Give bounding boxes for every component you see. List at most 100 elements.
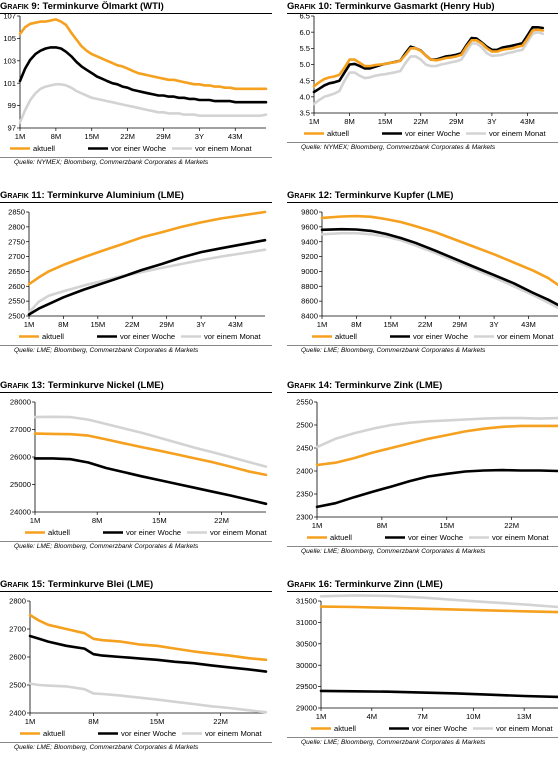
y-tick-label: 8800: [301, 282, 318, 291]
chart-title: Grafik 15: Terminkurve Blei (LME): [0, 578, 272, 591]
x-tick-label: 22M: [214, 516, 229, 525]
x-tick-label: 1M: [25, 717, 36, 726]
y-tick-label: 2350: [296, 490, 313, 499]
source-rule: [0, 742, 272, 743]
x-tick-label: 8M: [88, 717, 99, 726]
source-note: Quelle: LME; Bloomberg, Commerzbank Corp…: [301, 739, 486, 746]
x-tick-label: 29M: [156, 132, 171, 141]
x-tick-label: 15M: [383, 320, 398, 329]
y-tick-label: 2450: [296, 444, 313, 453]
chart-title: Grafik 10: Terminkurve Gasmarkt (Henry H…: [287, 0, 558, 13]
series-line-month: [320, 231, 558, 310]
chart-number: Grafik 15:: [0, 579, 46, 590]
legend-item-current: aktuell: [10, 144, 55, 153]
x-tick-label: 8M: [51, 132, 62, 141]
y-tick-label: 2500: [8, 312, 25, 321]
x-tick-label: 1M: [316, 712, 327, 721]
series-line-month: [28, 682, 268, 714]
series-line-month: [315, 416, 558, 449]
y-tick-label: 5.5: [299, 44, 310, 53]
series-line-current: [33, 432, 268, 477]
source-rule: [0, 541, 272, 542]
x-tick-label: 3Y: [487, 117, 496, 126]
legend-label: vor einem Monat: [489, 129, 546, 138]
y-tick-label: 2500: [296, 421, 313, 430]
chart-title: Grafik 12: Terminkurve Kupfer (LME): [287, 189, 558, 202]
series-line-week: [28, 634, 268, 673]
legend-label: vor einer Woche: [412, 724, 467, 733]
x-tick-label: 29M: [159, 320, 174, 329]
x-tick-label: 22M: [125, 320, 140, 329]
y-tick-label: 99: [8, 101, 16, 110]
chart-panel: Grafik 16: Terminkurve Zinn (LME) 29000 29…: [287, 578, 558, 760]
chart-panel: Grafik 14: Terminkurve Zink (LME) 2300 235…: [287, 379, 558, 561]
title-rule: [0, 392, 272, 393]
legend-label: aktuell: [43, 729, 65, 738]
chart-panel: Grafik 9: Terminkurve Ölmarkt (WTI) 97 99 1…: [0, 0, 272, 182]
chart-title-text: Terminkurve Kupfer (LME): [334, 190, 454, 201]
y-tick-label: 31000: [296, 618, 317, 627]
legend-item-current: aktuell: [19, 332, 64, 341]
source-note: Quelle: NYMEX; Bloomberg, Commerzbank Co…: [14, 159, 209, 166]
y-tick-label: 2550: [8, 297, 25, 306]
x-tick-label: 1M: [15, 132, 26, 141]
y-tick-label: 29500: [296, 682, 317, 691]
legend-item-month: vor einem Monat: [474, 332, 554, 341]
legend-label: vor einer Woche: [408, 533, 463, 542]
source-rule: [287, 546, 558, 547]
legend-label: vor einer Woche: [111, 144, 166, 153]
y-tick-label: 103: [3, 56, 16, 65]
legend-label: vor einer Woche: [413, 332, 468, 341]
y-tick-label: 5.0: [299, 60, 310, 69]
legend-item-week: vor einer Woche: [385, 533, 463, 542]
x-tick-label: 22M: [413, 117, 428, 126]
series-line-week: [27, 238, 267, 316]
y-tick-label: 2300: [296, 513, 313, 522]
series-line-week: [315, 468, 558, 509]
legend-label: aktuell: [33, 144, 55, 153]
legend-item-current: aktuell: [312, 332, 357, 341]
series-line-current: [319, 605, 558, 614]
legend-label: vor einem Monat: [210, 528, 267, 537]
y-tick-label: 30500: [296, 639, 317, 648]
chart-title: Grafik 13: Terminkurve Nickel (LME): [0, 379, 272, 392]
chart-title-text: Terminkurve Ölmarkt (WTI): [42, 1, 164, 12]
legend-item-current: aktuell: [307, 533, 352, 542]
legend-label: vor einem Monat: [496, 724, 553, 733]
legend-label: vor einem Monat: [492, 533, 549, 542]
y-tick-label: 25000: [10, 480, 31, 489]
source-rule: [287, 142, 558, 143]
series-line-week: [320, 227, 558, 307]
x-tick-label: 43M: [521, 320, 536, 329]
title-rule: [287, 13, 558, 14]
legend-item-month: vor einem Monat: [172, 144, 252, 153]
x-tick-label: 8M: [377, 521, 388, 530]
chart-panel: Grafik 15: Terminkurve Blei (LME) 2400 250…: [0, 578, 272, 760]
legend-label: aktuell: [335, 332, 357, 341]
x-tick-label: 1M: [30, 516, 41, 525]
x-tick-label: 8M: [351, 320, 362, 329]
legend-label: vor einem Monat: [204, 332, 261, 341]
x-tick-label: 29M: [449, 117, 464, 126]
x-tick-label: 15M: [150, 717, 165, 726]
x-tick-label: 7M: [417, 712, 428, 721]
series-line-month: [319, 594, 558, 609]
series-line-week: [319, 689, 558, 699]
y-tick-label: 3.5: [299, 109, 310, 118]
y-tick-label: 2850: [8, 208, 25, 217]
chart-panel: Grafik 11: Terminkurve Aluminium (LME) 25…: [0, 189, 272, 371]
title-rule: [0, 591, 272, 592]
series-line-month: [33, 415, 268, 468]
legend-item-week: vor einer Woche: [389, 724, 467, 733]
x-tick-label: 13M: [517, 712, 532, 721]
y-tick-label: 2700: [8, 252, 25, 261]
chart-svg: 97 99 101 103 105 107 1M 8M 15M 22M 29M 3Y 43M aktuel…: [3, 12, 268, 153]
y-tick-label: 2700: [9, 625, 26, 634]
legend-label: aktuell: [334, 724, 356, 733]
y-tick-label: 97: [8, 124, 16, 133]
x-tick-label: 1M: [317, 320, 328, 329]
source-note: Quelle: LME; Bloomberg, Commerzbank Corp…: [14, 744, 199, 751]
chart-number: Grafik 13:: [0, 380, 46, 391]
x-tick-label: 1M: [312, 521, 323, 530]
legend-item-month: vor einem Monat: [182, 729, 262, 738]
